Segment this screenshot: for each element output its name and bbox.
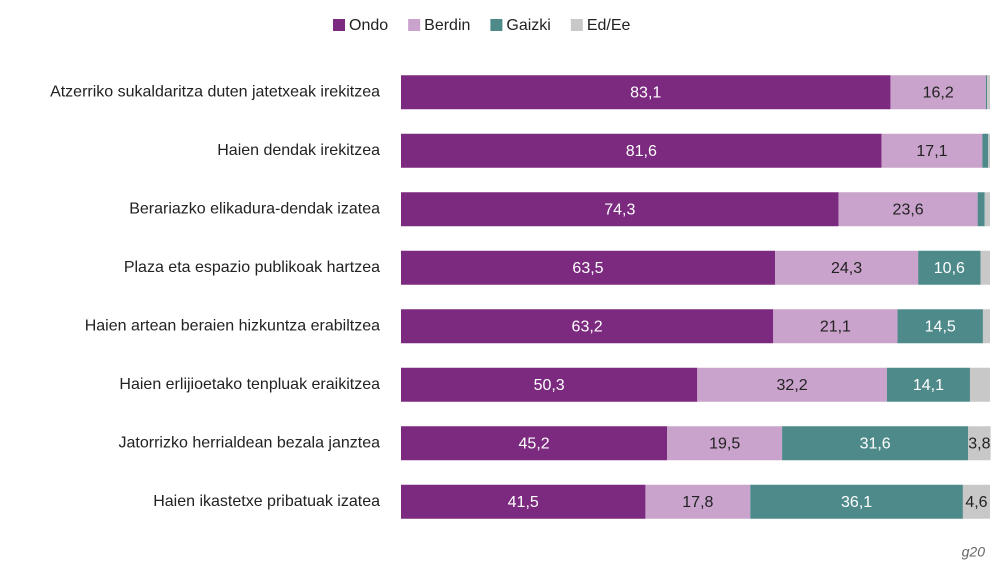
bar-segment (918, 250, 981, 285)
category-label: Berariazko elikadura-dendak izatea (129, 200, 380, 217)
bar-segment (401, 484, 646, 519)
bar-segment (982, 309, 990, 344)
bar-segment (645, 484, 751, 519)
value-label: 74,3 (604, 201, 635, 218)
bar-segment (775, 250, 919, 285)
bar-segment (881, 133, 983, 168)
bar-segment (962, 484, 990, 519)
legend-swatch (490, 19, 503, 31)
value-label: 50,3 (534, 377, 565, 394)
legend-swatch (333, 19, 345, 31)
legend-label: Gaizki (506, 17, 550, 34)
source-note: g20 (962, 544, 986, 560)
value-label: 19,5 (709, 435, 740, 452)
value-label: 17,1 (916, 143, 947, 160)
bar-segment (401, 75, 891, 110)
value-label: 23,6 (893, 201, 924, 218)
value-label: 14,1 (913, 377, 944, 394)
value-label: 14,5 (925, 318, 956, 335)
category-label: Haien artean beraien hizkuntza erabiltze… (85, 317, 380, 334)
value-label: 21,1 (820, 318, 851, 335)
category-label: Jatorrizko herrialdean bezala janztea (119, 434, 381, 451)
bar-segment (401, 426, 668, 461)
value-label: 32,2 (777, 377, 808, 394)
value-label: 83,1 (630, 84, 661, 101)
legend-swatch (408, 19, 421, 31)
bar-segment (982, 133, 989, 168)
bar-segment (401, 250, 776, 285)
category-label: Plaza eta espazio publikoak hartzea (124, 259, 380, 276)
legend-label: Ondo (349, 17, 388, 34)
value-label: 63,2 (572, 318, 603, 335)
bar-segment (977, 192, 985, 227)
bar-segment (886, 367, 970, 402)
bar-segment (968, 426, 991, 461)
value-label: 17,8 (682, 494, 713, 511)
category-label: Atzerriko sukaldaritza duten jatetxeak i… (50, 83, 380, 100)
bar-segment (984, 192, 990, 227)
value-label: 63,5 (572, 260, 603, 277)
bar-segment (401, 309, 774, 344)
value-label: 41,5 (508, 494, 539, 511)
value-label: 16,2 (923, 84, 954, 101)
value-label: 4,6 (965, 494, 987, 511)
bar-segment (773, 309, 898, 344)
bar-segment (969, 367, 990, 402)
bar-segment (897, 309, 983, 344)
category-label: Haien dendak irekitzea (217, 142, 380, 159)
category-label: Haien erlijioetako tenpluak eraikitzea (119, 376, 380, 393)
bar-segment (401, 192, 839, 227)
value-label: 10,6 (934, 260, 965, 277)
bar-segment (985, 75, 988, 110)
legend-label: Berdin (424, 17, 470, 34)
bar-segment (890, 75, 986, 110)
bar-segment (401, 133, 882, 168)
category-label: Haien ikastetxe pribatuak izatea (153, 493, 380, 510)
bar-segment (988, 133, 990, 168)
value-label: 24,3 (831, 260, 862, 277)
value-label: 3,8 (968, 435, 990, 452)
value-label: 31,6 (860, 435, 891, 452)
bar-segment (980, 250, 990, 285)
legend-swatch (570, 19, 583, 31)
legend: Ondo Berdin Gaizki Ed/Ee (333, 17, 631, 34)
bar-segment (782, 426, 969, 461)
bar-segment (697, 367, 887, 402)
value-label: 45,2 (519, 435, 550, 452)
legend-label: Ed/Ee (587, 17, 631, 34)
bar-segment (987, 75, 990, 110)
bar-segment (750, 484, 963, 519)
value-label: 81,6 (626, 143, 657, 160)
bar-segment (838, 192, 978, 227)
value-label: 36,1 (841, 494, 872, 511)
bar-segment (401, 367, 698, 402)
bar-segment (667, 426, 783, 461)
